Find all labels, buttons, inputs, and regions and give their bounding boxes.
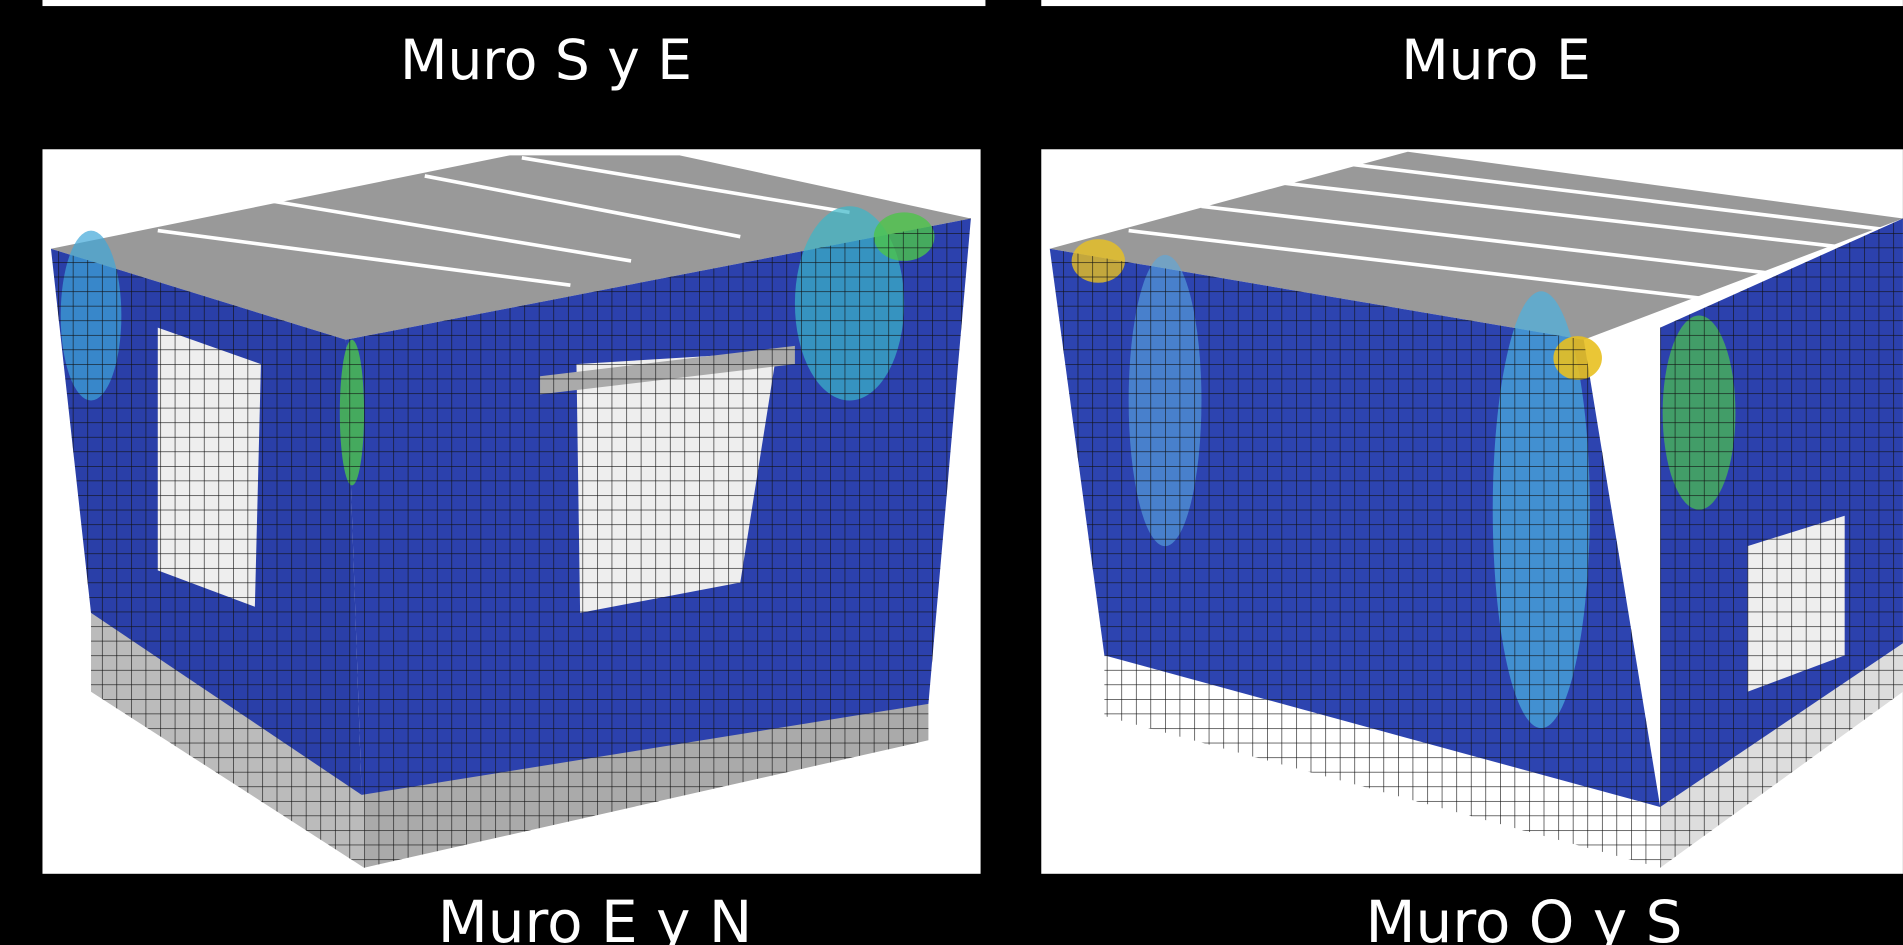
wall-mesh — [50, 248, 362, 795]
wall-mesh — [1660, 218, 1903, 808]
roof — [1049, 151, 1903, 340]
wall-mesh — [345, 218, 971, 795]
base-mesh — [1104, 655, 1661, 868]
roof-beams — [157, 155, 850, 288]
panel-label: Muro O y S — [1366, 888, 1683, 945]
top-left-panel — [42, 0, 986, 7]
wall-mesh — [1049, 248, 1661, 808]
base-mesh — [364, 697, 929, 868]
model-e-n — [42, 149, 981, 874]
model-o-s — [1041, 149, 1903, 874]
base-mesh — [91, 606, 365, 868]
panel-label: Muro E — [1401, 28, 1591, 92]
roof — [50, 155, 971, 340]
panel-label: Muro E y N — [438, 888, 753, 945]
panel-label: Muro S y E — [400, 28, 692, 92]
roof-beams — [1128, 162, 1894, 312]
base-mesh — [1660, 643, 1903, 868]
top-right-panel — [1041, 0, 1903, 7]
panels — [42, 0, 1903, 874]
